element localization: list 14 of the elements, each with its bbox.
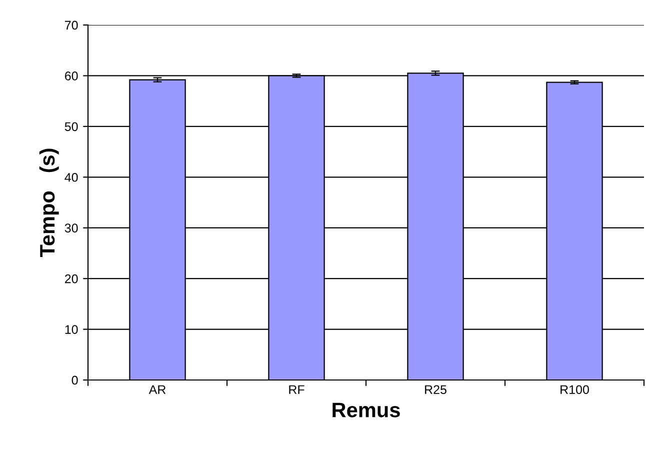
x-axis-title: Remus: [332, 402, 400, 418]
y-tick-label: 40: [64, 172, 78, 182]
y-tick-label: 20: [65, 274, 78, 284]
x-tick-label: R25: [425, 385, 446, 394]
y-tick-label: 70: [65, 20, 78, 30]
x-tick-label: AR: [148, 385, 166, 394]
y-tick-label: 60: [65, 72, 78, 80]
y-axis-title: Tempo (s): [39, 148, 59, 258]
x-tick-label: RF: [289, 385, 304, 394]
y-tick-label: 30: [64, 224, 78, 233]
x-tick-label: R100: [560, 385, 589, 394]
y-tick-label: 50: [64, 122, 78, 132]
y-tick-label: 10: [65, 325, 78, 334]
y-tick-label: 0: [72, 376, 78, 385]
